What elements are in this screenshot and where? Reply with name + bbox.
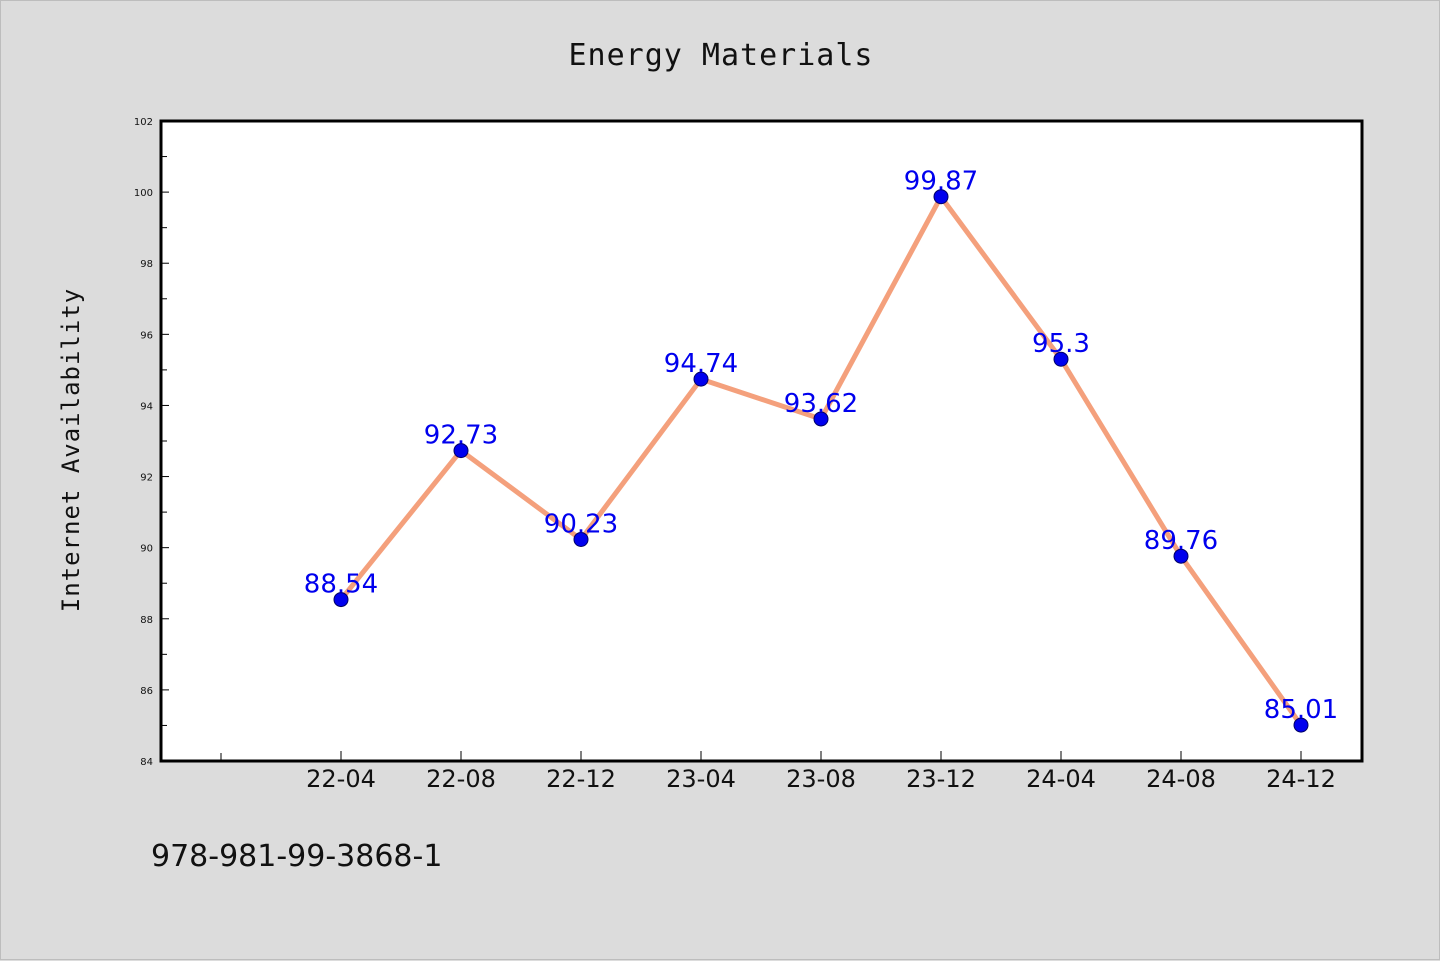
data-point xyxy=(333,592,349,608)
data-point xyxy=(453,443,469,459)
isbn-footer: 978-981-99-3868-1 xyxy=(151,839,442,874)
data-label: 92.73 xyxy=(424,421,498,451)
x-tick-label: 22-04 xyxy=(306,765,376,793)
y-axis: 84 86 88 90 92 94 96 98 100 102 xyxy=(134,117,169,768)
x-tick-label: 22-08 xyxy=(426,765,496,793)
data-label: 99.87 xyxy=(904,167,978,197)
plot-area xyxy=(159,119,1364,763)
data-label: 88.54 xyxy=(304,570,378,600)
x-tick-label: 23-08 xyxy=(786,765,856,793)
y-tick-label: 86 xyxy=(140,686,153,697)
data-point xyxy=(1293,717,1309,733)
x-tick-label: 23-12 xyxy=(906,765,976,793)
y-tick-label: 94 xyxy=(140,401,153,412)
y-tick-label: 88 xyxy=(140,615,153,626)
y-tick-label: 84 xyxy=(140,757,153,768)
data-label: 93.62 xyxy=(784,389,858,419)
data-label: 89.76 xyxy=(1144,526,1218,556)
series-group: 88.54 92.73 90.23 94.74 93.62 99.87 95.3 89.76 8… xyxy=(304,167,1338,733)
x-tick-label: 23-04 xyxy=(666,765,736,793)
data-label: 95.3 xyxy=(1032,329,1090,359)
data-point xyxy=(573,531,589,547)
x-tick-label: 24-04 xyxy=(1026,765,1096,793)
y-tick-label: 92 xyxy=(140,473,153,484)
data-point xyxy=(933,189,949,205)
data-point xyxy=(1053,351,1069,367)
x-tick-label: 22-12 xyxy=(546,765,616,793)
data-label: 94.74 xyxy=(664,349,738,379)
chart-title: Energy Materials xyxy=(569,38,874,73)
y-tick-label: 98 xyxy=(140,259,153,270)
y-tick-label: 100 xyxy=(134,188,153,199)
data-label: 90.23 xyxy=(544,509,618,539)
data-point xyxy=(813,411,829,427)
data-point xyxy=(1173,548,1189,564)
data-label: 85.01 xyxy=(1264,695,1338,725)
x-tick-label: 24-08 xyxy=(1146,765,1216,793)
y-tick-label: 90 xyxy=(140,544,153,555)
y-tick-label: 102 xyxy=(134,117,153,128)
data-point xyxy=(693,371,709,387)
y-tick-label: 96 xyxy=(140,330,153,341)
y-axis-label: Internet Availability xyxy=(57,288,85,612)
x-tick-label: 24-12 xyxy=(1266,765,1336,793)
x-axis: 22-04 22-08 22-12 23-04 23-08 23-12 24-04 24-08… xyxy=(220,751,1336,793)
